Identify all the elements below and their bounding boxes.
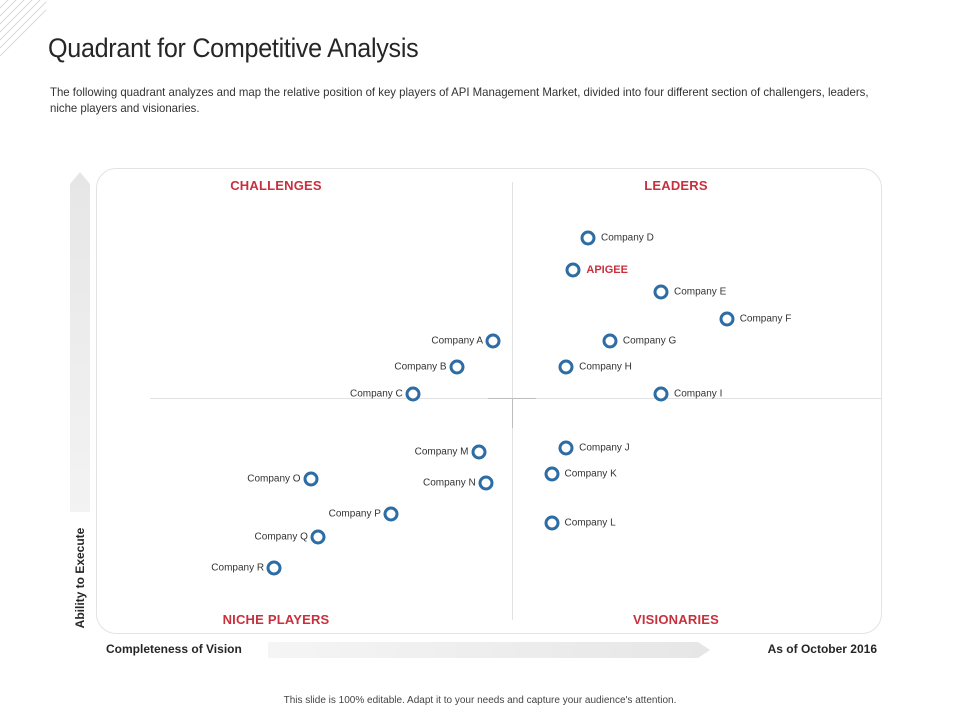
y-axis-label: Ability to Execute: [73, 527, 87, 629]
label-company-l: Company L: [564, 517, 616, 529]
as-of-date: As of October 2016: [767, 642, 877, 656]
marker-company-b: [449, 359, 465, 375]
label-company-h: Company H: [579, 361, 632, 373]
marker-company-c: [405, 386, 421, 402]
center-cross-vertical: [512, 398, 513, 428]
marker-company-f: [719, 311, 735, 326]
label-company-i: Company I: [674, 388, 723, 400]
label-company-e: Company E: [674, 286, 727, 298]
label-apigee: APIGEE: [586, 263, 628, 276]
label-company-m: Company M: [414, 446, 469, 458]
x-axis-label: Completeness of Vision: [106, 642, 242, 656]
label-company-q: Company Q: [254, 531, 308, 543]
marker-company-a: [485, 333, 501, 349]
marker-company-m: [471, 444, 486, 460]
label-company-f: Company F: [739, 313, 792, 324]
marker-company-j: [558, 440, 574, 456]
marker-company-q: [310, 529, 326, 545]
label-company-p: Company P: [328, 508, 381, 520]
marker-company-n: [478, 475, 494, 491]
footer-note: This slide is 100% editable. Adapt it to…: [283, 695, 677, 706]
marker-company-i: [653, 386, 669, 402]
marker-company-k: [544, 466, 559, 482]
marker-company-l: [544, 515, 559, 531]
quadrant-label-leaders: LEADERS: [644, 178, 708, 193]
marker-company-d: [580, 230, 596, 246]
label-company-r: Company R: [211, 562, 265, 574]
x-axis-arrow: [268, 642, 710, 658]
corner-hatch-decoration: [0, 0, 47, 57]
marker-company-o: [303, 471, 319, 487]
label-company-d: Company D: [601, 232, 654, 244]
page-title: Quadrant for Competitive Analysis: [48, 33, 419, 63]
quadrant-label-niche-players: NICHE PLAYERS: [222, 612, 330, 627]
marker-company-r: [266, 560, 282, 576]
label-company-a: Company A: [431, 335, 484, 347]
quadrant-label-challenges: CHALLENGES: [230, 178, 322, 193]
marker-company-e: [653, 284, 669, 300]
marker-apigee: [565, 262, 581, 278]
label-company-g: Company G: [622, 335, 677, 347]
quadrant-label-visionaries: VISIONARIES: [633, 612, 719, 627]
marker-company-p: [383, 506, 399, 522]
label-company-j: Company J: [579, 442, 630, 454]
quadrant-panel: [96, 168, 882, 634]
label-company-c: Company C: [349, 388, 403, 400]
label-company-k: Company K: [564, 468, 617, 480]
y-axis-arrow: [70, 172, 90, 512]
label-company-n: Company N: [422, 477, 476, 489]
label-company-o: Company O: [247, 473, 301, 485]
marker-company-g: [602, 333, 618, 349]
page-description: The following quadrant analyzes and map …: [50, 85, 869, 115]
marker-company-h: [558, 359, 574, 375]
label-company-b: Company B: [394, 361, 447, 373]
center-cross-horizontal: [488, 398, 536, 399]
